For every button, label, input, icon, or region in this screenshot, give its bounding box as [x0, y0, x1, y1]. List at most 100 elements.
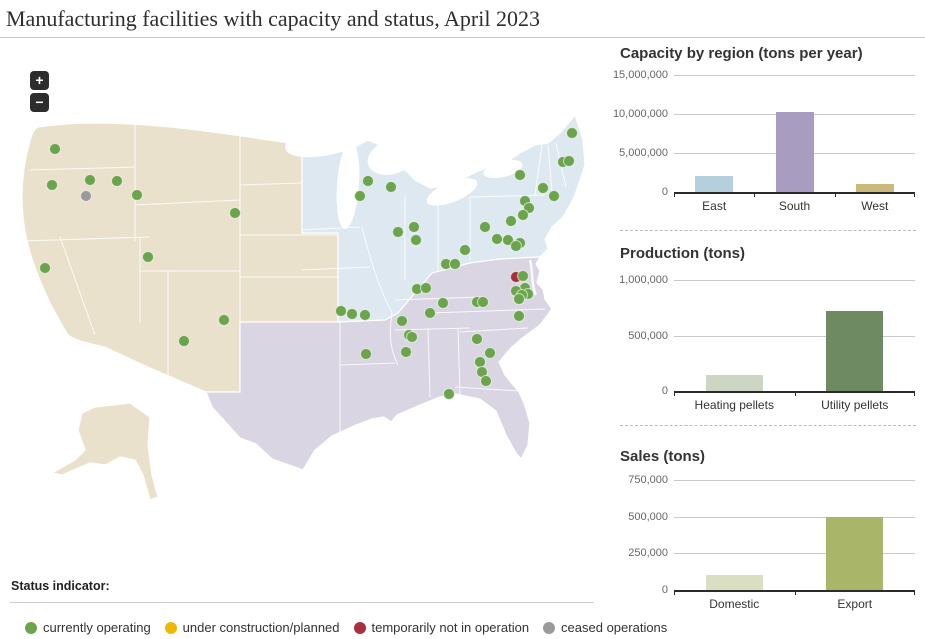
facility-dot-operating[interactable]	[359, 309, 371, 321]
facility-dot-operating[interactable]	[385, 181, 397, 193]
facility-dot-operating[interactable]	[396, 315, 408, 327]
facility-dot-operating[interactable]	[471, 333, 483, 345]
facility-dot-operating[interactable]	[229, 207, 241, 219]
facility-dot-ceased[interactable]	[80, 190, 92, 202]
facility-dots-layer	[39, 127, 578, 400]
x-tick-label: West	[861, 199, 889, 213]
y-tick-label: 750,000	[628, 474, 668, 486]
legend-dot-ceased	[543, 621, 556, 634]
chart-title: Capacity by region (tons per year)	[620, 45, 863, 62]
facility-dot-operating[interactable]	[142, 251, 154, 263]
map-region-west[interactable]	[21, 122, 339, 393]
facility-dot-operating[interactable]	[406, 331, 418, 343]
chart-x-axis: Domestic Export	[674, 597, 915, 613]
x-tick-label: Domestic	[709, 597, 760, 611]
facility-dot-operating[interactable]	[218, 314, 230, 326]
facility-dot-operating[interactable]	[46, 179, 58, 191]
map-region-alaska[interactable]	[50, 402, 159, 501]
y-tick-label: 0	[661, 584, 668, 596]
chart-separator	[620, 230, 916, 231]
facility-dot-operating[interactable]	[410, 234, 422, 246]
production-chart: Production (tons) 0 500,000 1,000,000 Heat…	[619, 245, 917, 414]
facility-dot-operating[interactable]	[477, 296, 489, 308]
legend-item-construction: under construction/planned	[164, 620, 340, 635]
legend-dot-construction	[164, 621, 177, 634]
facility-dot-operating[interactable]	[437, 297, 449, 309]
y-tick-label: 10,000,000	[612, 108, 668, 120]
legend-dot-operating	[25, 621, 37, 634]
chart-x-axis: Heating pellets Utility pellets	[674, 398, 915, 414]
facility-dot-operating[interactable]	[480, 375, 492, 387]
gridline	[674, 480, 915, 481]
facility-dot-operating[interactable]	[49, 143, 61, 155]
gridline	[674, 516, 915, 518]
status-legend: currently operating under construction/pl…	[25, 620, 667, 635]
bar-south	[775, 112, 814, 192]
facility-dot-operating[interactable]	[424, 307, 436, 319]
facility-dot-operating[interactable]	[335, 305, 347, 317]
gridline	[674, 280, 915, 281]
facility-dot-operating[interactable]	[474, 356, 486, 368]
axis-tick	[834, 192, 836, 197]
axis-tick	[674, 391, 675, 396]
chart-plot: 0 5,000,000 10,000,000 15,000,000	[613, 69, 915, 198]
us-map-panel: + −	[0, 38, 612, 639]
bar-utility-pellets	[826, 311, 884, 391]
facility-dot-operating[interactable]	[517, 270, 529, 282]
facility-dot-operating[interactable]	[39, 262, 51, 274]
chart-plot: 0 500,000 1,000,000	[619, 274, 915, 397]
facility-dot-operating[interactable]	[111, 175, 123, 187]
great-lakes	[285, 116, 523, 229]
status-indicator-heading: Status indicator:	[11, 579, 110, 593]
axis-tick	[674, 192, 675, 197]
legend-item-temporary: temporarily not in operation	[353, 620, 529, 635]
y-tick-label: 0	[661, 186, 668, 198]
facility-dot-operating[interactable]	[517, 209, 529, 221]
facility-dot-operating[interactable]	[479, 221, 491, 233]
facility-dot-operating[interactable]	[178, 335, 190, 347]
facility-dot-operating[interactable]	[514, 169, 526, 181]
facility-dot-operating[interactable]	[510, 240, 522, 252]
facility-dot-operating[interactable]	[354, 190, 366, 202]
facility-dot-operating[interactable]	[443, 388, 455, 400]
legend-item-ceased: ceased operations	[543, 620, 667, 635]
facility-dot-operating[interactable]	[566, 127, 578, 139]
facility-dot-operating[interactable]	[131, 189, 143, 201]
bar-domestic	[705, 575, 763, 590]
facility-dot-operating[interactable]	[420, 282, 432, 294]
facility-dot-operating[interactable]	[84, 174, 96, 186]
y-tick-label: 15,000,000	[612, 69, 668, 81]
chart-plot: 0 250,000 500,000 750,000	[628, 474, 915, 596]
facility-dot-operating[interactable]	[360, 348, 372, 360]
axis-tick	[914, 192, 915, 197]
state-borders	[21, 123, 567, 435]
facility-dot-operating[interactable]	[484, 347, 496, 359]
facility-dot-operating[interactable]	[408, 221, 420, 233]
legend-item-operating: currently operating	[25, 620, 151, 635]
facility-dot-operating[interactable]	[362, 175, 374, 187]
facility-dot-operating[interactable]	[392, 226, 404, 238]
legend-label: currently operating	[43, 620, 151, 635]
facility-dot-operating[interactable]	[346, 308, 358, 320]
page-header: Manufacturing facilities with capacity a…	[0, 0, 925, 38]
axis-tick	[914, 590, 915, 595]
map-zoom-in-button[interactable]: +	[30, 71, 49, 90]
facility-dot-operating[interactable]	[513, 310, 525, 322]
facility-dot-operating[interactable]	[502, 234, 514, 246]
facility-dot-operating[interactable]	[491, 233, 503, 245]
page-title: Manufacturing facilities with capacity a…	[6, 6, 540, 31]
facility-dot-operating[interactable]	[400, 346, 412, 358]
capacity-by-region-chart: Capacity by region (tons per year) 0 5,00…	[613, 45, 917, 215]
bar-heating-pellets	[705, 375, 763, 391]
facility-dot-operating[interactable]	[563, 155, 575, 167]
chart-title: Production (tons)	[620, 245, 745, 262]
facility-dot-operating[interactable]	[449, 258, 461, 270]
map-zoom-out-button[interactable]: −	[30, 93, 49, 112]
facility-dot-operating[interactable]	[548, 190, 560, 202]
facility-dot-operating[interactable]	[459, 244, 471, 256]
facility-dot-operating[interactable]	[505, 215, 517, 227]
facility-dot-operating[interactable]	[537, 182, 549, 194]
legend-label: under construction/planned	[182, 620, 340, 635]
status-divider	[10, 602, 594, 603]
facility-dot-operating[interactable]	[513, 293, 525, 305]
